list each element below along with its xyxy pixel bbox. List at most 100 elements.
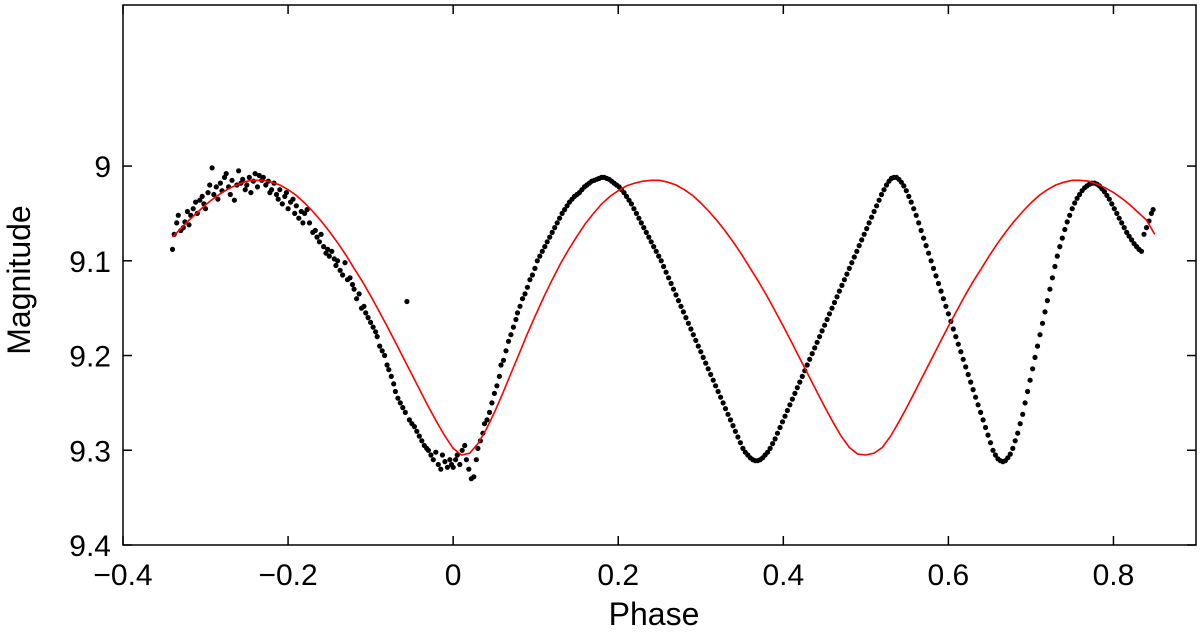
data-point: [293, 203, 299, 209]
data-point: [347, 275, 353, 281]
data-point: [202, 206, 209, 212]
data-point: [402, 409, 408, 415]
data-point: [1116, 215, 1122, 221]
data-point: [248, 190, 254, 196]
data-point: [1106, 196, 1112, 202]
data-point: [722, 406, 729, 412]
data-point: [260, 174, 266, 180]
data-point: [447, 457, 453, 463]
data-point: [397, 400, 403, 406]
data-point: [740, 445, 746, 451]
data-point: [514, 310, 521, 316]
data-point: [329, 248, 335, 254]
data-point: [227, 191, 233, 198]
data-point: [428, 452, 434, 458]
data-point: [814, 339, 820, 345]
data-point: [963, 364, 969, 370]
data-point: [646, 234, 652, 240]
y-axis-label: Magnitude: [1, 205, 37, 354]
data-point: [950, 326, 956, 332]
data-point: [656, 253, 662, 259]
data-point: [859, 237, 865, 243]
x-tick-label: 0.2: [597, 559, 639, 592]
data-point: [683, 315, 689, 321]
x-axis-label: Phase: [609, 596, 700, 632]
data-point: [789, 396, 796, 402]
data-point: [883, 182, 890, 188]
data-point: [254, 184, 261, 190]
data-point: [765, 449, 771, 455]
data-point: [809, 351, 815, 357]
data-point: [968, 379, 974, 385]
data-point: [240, 176, 246, 182]
data-point: [1069, 206, 1075, 212]
data-point: [878, 191, 885, 198]
data-point: [804, 362, 810, 368]
data-point: [812, 345, 818, 351]
data-point: [302, 210, 308, 216]
data-point: [169, 246, 176, 252]
data-point: [911, 206, 917, 212]
data-point: [866, 220, 872, 226]
data-point: [856, 243, 862, 249]
data-point: [926, 250, 932, 256]
data-point: [844, 271, 850, 277]
data-point: [1020, 411, 1026, 417]
data-point: [792, 390, 798, 396]
data-point: [797, 379, 803, 385]
data-point: [532, 265, 538, 271]
data-point: [552, 225, 558, 231]
data-point: [439, 452, 445, 458]
data-point: [1032, 354, 1038, 360]
data-point: [363, 310, 369, 316]
plot-frame: [122, 4, 1197, 546]
data-point: [648, 239, 654, 245]
data-point: [1119, 220, 1125, 226]
data-point: [326, 253, 332, 259]
data-point: [510, 324, 516, 330]
data-point: [290, 196, 296, 202]
data-point: [958, 349, 964, 355]
data-point: [562, 207, 568, 213]
data-point: [1044, 298, 1050, 304]
data-point: [193, 199, 199, 205]
data-point: [1007, 451, 1013, 457]
data-point: [379, 348, 385, 354]
data-point: [767, 445, 773, 451]
data-point: [819, 328, 825, 334]
data-point: [174, 220, 180, 226]
data-point: [365, 315, 371, 321]
data-point: [703, 360, 709, 366]
data-point: [457, 461, 463, 468]
data-point: [1027, 377, 1033, 383]
x-tick-label: 0.6: [928, 559, 970, 592]
data-point: [292, 210, 298, 216]
data-point: [207, 182, 213, 188]
data-point: [554, 220, 560, 226]
data-point: [1143, 225, 1150, 231]
data-point: [481, 421, 488, 427]
data-point: [471, 474, 477, 480]
data-point: [211, 191, 217, 198]
data-point: [779, 419, 786, 425]
data-point: [1015, 430, 1021, 436]
data-point: [831, 299, 838, 306]
y-tick-label: 9.1: [69, 246, 111, 279]
data-point: [1138, 248, 1145, 254]
data-point: [384, 362, 390, 368]
data-point: [713, 383, 719, 389]
data-point: [368, 319, 374, 325]
data-point: [549, 229, 555, 235]
data-point: [735, 434, 741, 440]
data-point: [727, 417, 734, 423]
data-point: [841, 277, 848, 283]
data-point: [708, 371, 714, 378]
data-point: [985, 432, 991, 438]
data-point: [486, 409, 493, 415]
data-point: [737, 440, 744, 446]
data-point: [770, 441, 776, 447]
data-point: [782, 413, 788, 419]
data-point: [923, 243, 929, 249]
data-point: [373, 329, 379, 335]
data-point: [475, 445, 481, 451]
